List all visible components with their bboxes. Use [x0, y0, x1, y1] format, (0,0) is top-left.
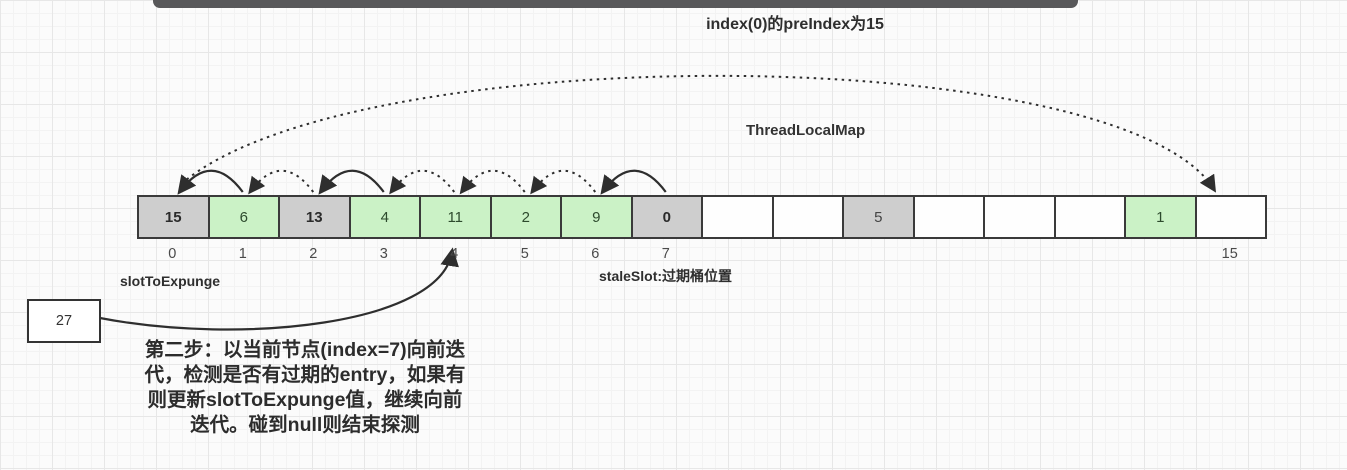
- array-cell-11: [913, 196, 984, 238]
- index-label-4: 4: [450, 246, 459, 262]
- slot-to-expunge-label: slotToExpunge: [120, 273, 221, 289]
- array-cell-14: 1: [1125, 196, 1196, 238]
- arrow-solid-3-to-2: [318, 169, 385, 195]
- index-label-15: 15: [1221, 246, 1238, 262]
- threadlocalmap-label: ThreadLocalMap: [746, 122, 866, 139]
- stale-slot-label: staleSlot:过期桶位置: [599, 268, 733, 284]
- index-label-3: 3: [379, 246, 388, 262]
- array-cell-7: 0: [631, 196, 702, 238]
- index-label-14: [1124, 246, 1195, 264]
- top-scrollbar[interactable]: [153, 0, 1078, 8]
- step-note: 第二步：以当前节点(index=7)向前迭 代，检测是否有过期的entry，如果…: [105, 338, 505, 438]
- arrow-wrap-0-to-15: [180, 74, 1217, 193]
- index-label-8: [701, 246, 772, 264]
- arrow-dotted-2-to-1: [248, 169, 315, 195]
- diagram-title: index(0)的preIndex为15: [706, 16, 884, 33]
- arrow-dotted-5-to-4: [459, 169, 526, 195]
- index-label-11: [913, 246, 984, 264]
- index-label-13: [1054, 246, 1125, 264]
- arrow-solid-7-to-6: [600, 169, 667, 195]
- array-cell-13: [1054, 196, 1125, 238]
- array-cell-6: 9: [561, 196, 632, 238]
- index-label-7: 7: [661, 246, 670, 262]
- array-cell-2: 13: [279, 196, 350, 238]
- step-note-line: 代，检测是否有过期的entry，如果有: [144, 364, 466, 386]
- array-cell-3: 4: [349, 196, 420, 238]
- arrow-solid-1-to-0: [177, 169, 244, 195]
- array-cell-10: 5: [843, 196, 914, 238]
- index-label-0: 0: [168, 246, 177, 262]
- index-label-6: 6: [591, 246, 600, 262]
- slot-to-expunge-value-box: 27: [27, 299, 101, 343]
- array-cell-1: 6: [208, 196, 279, 238]
- step-note-line: 则更新slotToExpunge值，继续向前: [147, 389, 463, 411]
- step-note-line: 第二步：以当前节点(index=7)向前迭: [144, 339, 466, 361]
- slot-to-expunge-value: 27: [55, 313, 73, 329]
- index-label-2: 2: [309, 246, 318, 262]
- step-note-line: 迭代。碰到null则结束探测: [190, 414, 420, 436]
- bucket-array: 15 6 13 4 11 2 9 0 5 1: [137, 195, 1267, 239]
- array-cell-4: 11: [420, 196, 491, 238]
- index-label-12: [983, 246, 1054, 264]
- array-cell-9: [772, 196, 843, 238]
- index-label-10: [842, 246, 913, 264]
- index-label-9: [772, 246, 843, 264]
- array-cell-5: 2: [490, 196, 561, 238]
- array-cell-8: [702, 196, 773, 238]
- array-cell-12: [984, 196, 1055, 238]
- index-labels: 0 1 2 3 4 5 6 7 15: [137, 246, 1265, 264]
- index-label-5: 5: [520, 246, 529, 262]
- array-cell-15: [1195, 196, 1266, 238]
- arrow-dotted-4-to-3: [389, 169, 456, 195]
- index-label-1: 1: [238, 246, 247, 262]
- array-cell-0: 15: [138, 196, 209, 238]
- arrow-dotted-6-to-5: [530, 169, 597, 195]
